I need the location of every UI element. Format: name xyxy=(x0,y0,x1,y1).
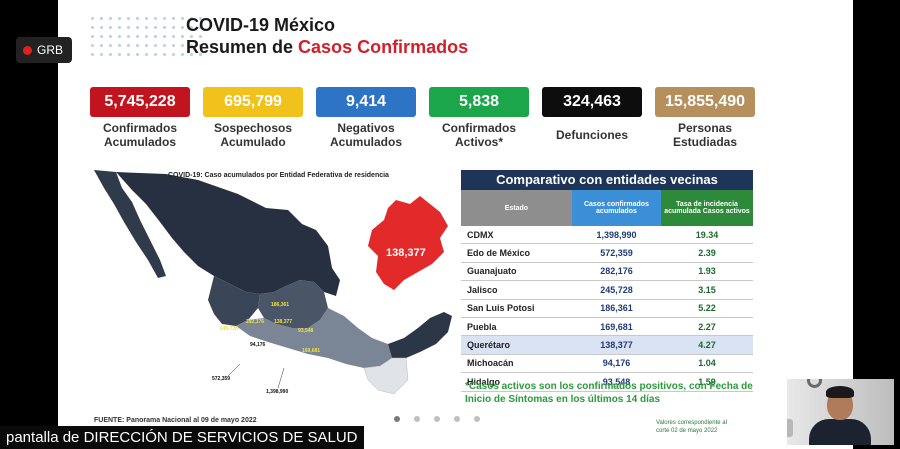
cell-casos: 572,359 xyxy=(571,243,662,263)
map-label-mich: 94,176 xyxy=(250,342,266,348)
source-note: FUENTE: Panorama Nacional al 09 de mayo … xyxy=(94,417,257,424)
cell-estado: Jalisco xyxy=(461,280,572,300)
map-label-jal: 245,728 xyxy=(220,326,238,332)
cell-estado: Hidalgo xyxy=(461,372,572,392)
cell-casos: 1,398,990 xyxy=(571,226,662,245)
decorative-dot-grid xyxy=(88,14,208,58)
cell-casos: 245,728 xyxy=(571,280,662,300)
stat-activos: 5,838 xyxy=(429,87,529,117)
cell-estado: Querétaro xyxy=(461,335,572,355)
table-row: CDMX 1,398,990 19.34 xyxy=(461,226,753,245)
cell-estado: Michoacán xyxy=(461,354,572,374)
map-baja-california xyxy=(94,170,166,278)
map-yucatan xyxy=(388,312,452,358)
cell-casos: 186,361 xyxy=(571,299,662,318)
table-row-highlighted: Querétaro 138,377 4.27 xyxy=(461,335,753,355)
map-chiapas xyxy=(363,357,409,395)
comparison-table: Comparativo con entidades vecinas Estado… xyxy=(461,170,753,392)
header-tasa: Tasa de incidencia acumulada Casos activ… xyxy=(661,190,753,226)
table-row: Puebla 169,681 2.27 xyxy=(461,317,753,337)
map-jalisco xyxy=(208,276,260,326)
table-row: Jalisco 245,728 3.15 xyxy=(461,280,753,300)
stat-label-confirmados: Confirmados Acumulados xyxy=(102,121,177,149)
wall-sign-icon xyxy=(787,419,793,437)
slide-subtitle: Resumen de Casos Confirmados xyxy=(186,37,469,57)
cell-casos: 94,176 xyxy=(571,354,662,374)
footnote-activos: *Casos activos son los confirmados posit… xyxy=(465,381,753,405)
map-label-qro: 138,377 xyxy=(274,319,292,325)
stat-label-negativos: Negativos Acumulados xyxy=(329,121,402,149)
map-queretaro-callout xyxy=(368,196,448,290)
cell-casos: 138,377 xyxy=(571,335,662,355)
cell-tasa: 4.27 xyxy=(661,335,753,355)
table-row: Michoacán 94,176 1.04 xyxy=(461,354,753,374)
table-row: Hidalgo 93,548 1.59 xyxy=(461,372,753,392)
cell-estado: Edo de México xyxy=(461,243,572,263)
cell-casos: 282,176 xyxy=(571,262,662,282)
cell-estado: Guanajuato xyxy=(461,262,572,282)
stat-sospechosos: 695,799 xyxy=(203,87,303,117)
mexico-map: 186,361 282,176 138,377 93,548 245,728 9… xyxy=(94,170,452,395)
cell-tasa: 1.93 xyxy=(661,262,753,282)
stat-defunciones: 324,463 xyxy=(542,87,642,117)
cell-estado: CDMX xyxy=(461,226,572,245)
wall-logo-icon xyxy=(807,379,822,388)
stat-label-estudiadas: Personas Estudiadas xyxy=(672,121,738,149)
pager-dot[interactable] xyxy=(434,416,440,422)
map-label-gto: 282,176 xyxy=(246,319,264,325)
map-label-cdmx: 1,398,990 xyxy=(266,389,288,395)
cell-tasa: 1.59 xyxy=(661,372,753,392)
cell-estado: Puebla xyxy=(461,317,572,337)
pager-dot[interactable] xyxy=(454,416,460,422)
cell-tasa: 2.39 xyxy=(661,243,753,263)
map-center xyxy=(258,280,328,328)
map-queretaro-value: 138,377 xyxy=(386,247,426,259)
map-label-pue: 169,681 xyxy=(302,348,320,354)
table-row: Guanajuato 282,176 1.93 xyxy=(461,262,753,282)
cell-estado: San Luis Potosi xyxy=(461,299,572,318)
cell-tasa: 3.15 xyxy=(661,280,753,300)
cell-tasa: 1.04 xyxy=(661,354,753,374)
person-body-icon xyxy=(809,419,871,445)
map-south xyxy=(236,308,392,368)
stat-confirmados: 5,745,228 xyxy=(90,87,190,117)
table-title: Comparativo con entidades vecinas xyxy=(461,170,753,190)
stat-label-activos: Confirmados Activos* xyxy=(441,121,516,149)
map-north xyxy=(116,172,340,296)
pager-dot[interactable] xyxy=(414,416,420,422)
cell-tasa: 19.34 xyxy=(661,226,753,245)
cell-tasa: 5.22 xyxy=(661,299,753,318)
map-label-hgo: 93,548 xyxy=(298,328,314,334)
slide-pager[interactable] xyxy=(394,416,480,422)
screen-share-caption: pantalla de DIRECCIÓN DE SERVICIOS DE SA… xyxy=(0,426,364,449)
recording-badge[interactable]: GRB xyxy=(16,37,72,63)
pager-dot[interactable] xyxy=(474,416,480,422)
pager-dot[interactable] xyxy=(394,416,400,422)
cell-casos: 93,548 xyxy=(571,372,662,392)
shared-slide: COVID-19 México Resumen de Casos Confirm… xyxy=(58,0,853,449)
slide-title: COVID-19 México xyxy=(186,15,336,35)
map-label-edomex: 572,359 xyxy=(212,376,230,382)
cell-casos: 169,681 xyxy=(571,317,662,337)
table-row: Edo de México 572,359 2.39 xyxy=(461,243,753,263)
map-label-slp: 186,361 xyxy=(271,302,289,308)
stat-negativos: 9,414 xyxy=(316,87,416,117)
stat-estudiadas: 15,855,490 xyxy=(655,87,755,117)
values-note: Valores correspondiente al corte 02 de ma… xyxy=(656,420,727,434)
cell-tasa: 2.27 xyxy=(661,317,753,337)
stat-label-defunciones: Defunciones xyxy=(555,128,628,142)
participant-video-thumbnail[interactable] xyxy=(787,379,894,445)
record-dot-icon xyxy=(23,45,32,55)
header-estado: Estado xyxy=(461,190,572,226)
stat-label-sospechosos: Sospechosos Acumulado xyxy=(213,121,293,149)
recording-badge-label: GRB xyxy=(37,43,64,57)
header-casos: Casos confirmados acumulados xyxy=(571,190,662,226)
map-title: COVID-19: Caso acumulados por Entidad Fe… xyxy=(168,172,389,179)
table-row: San Luis Potosi 186,361 5.22 xyxy=(461,299,753,318)
